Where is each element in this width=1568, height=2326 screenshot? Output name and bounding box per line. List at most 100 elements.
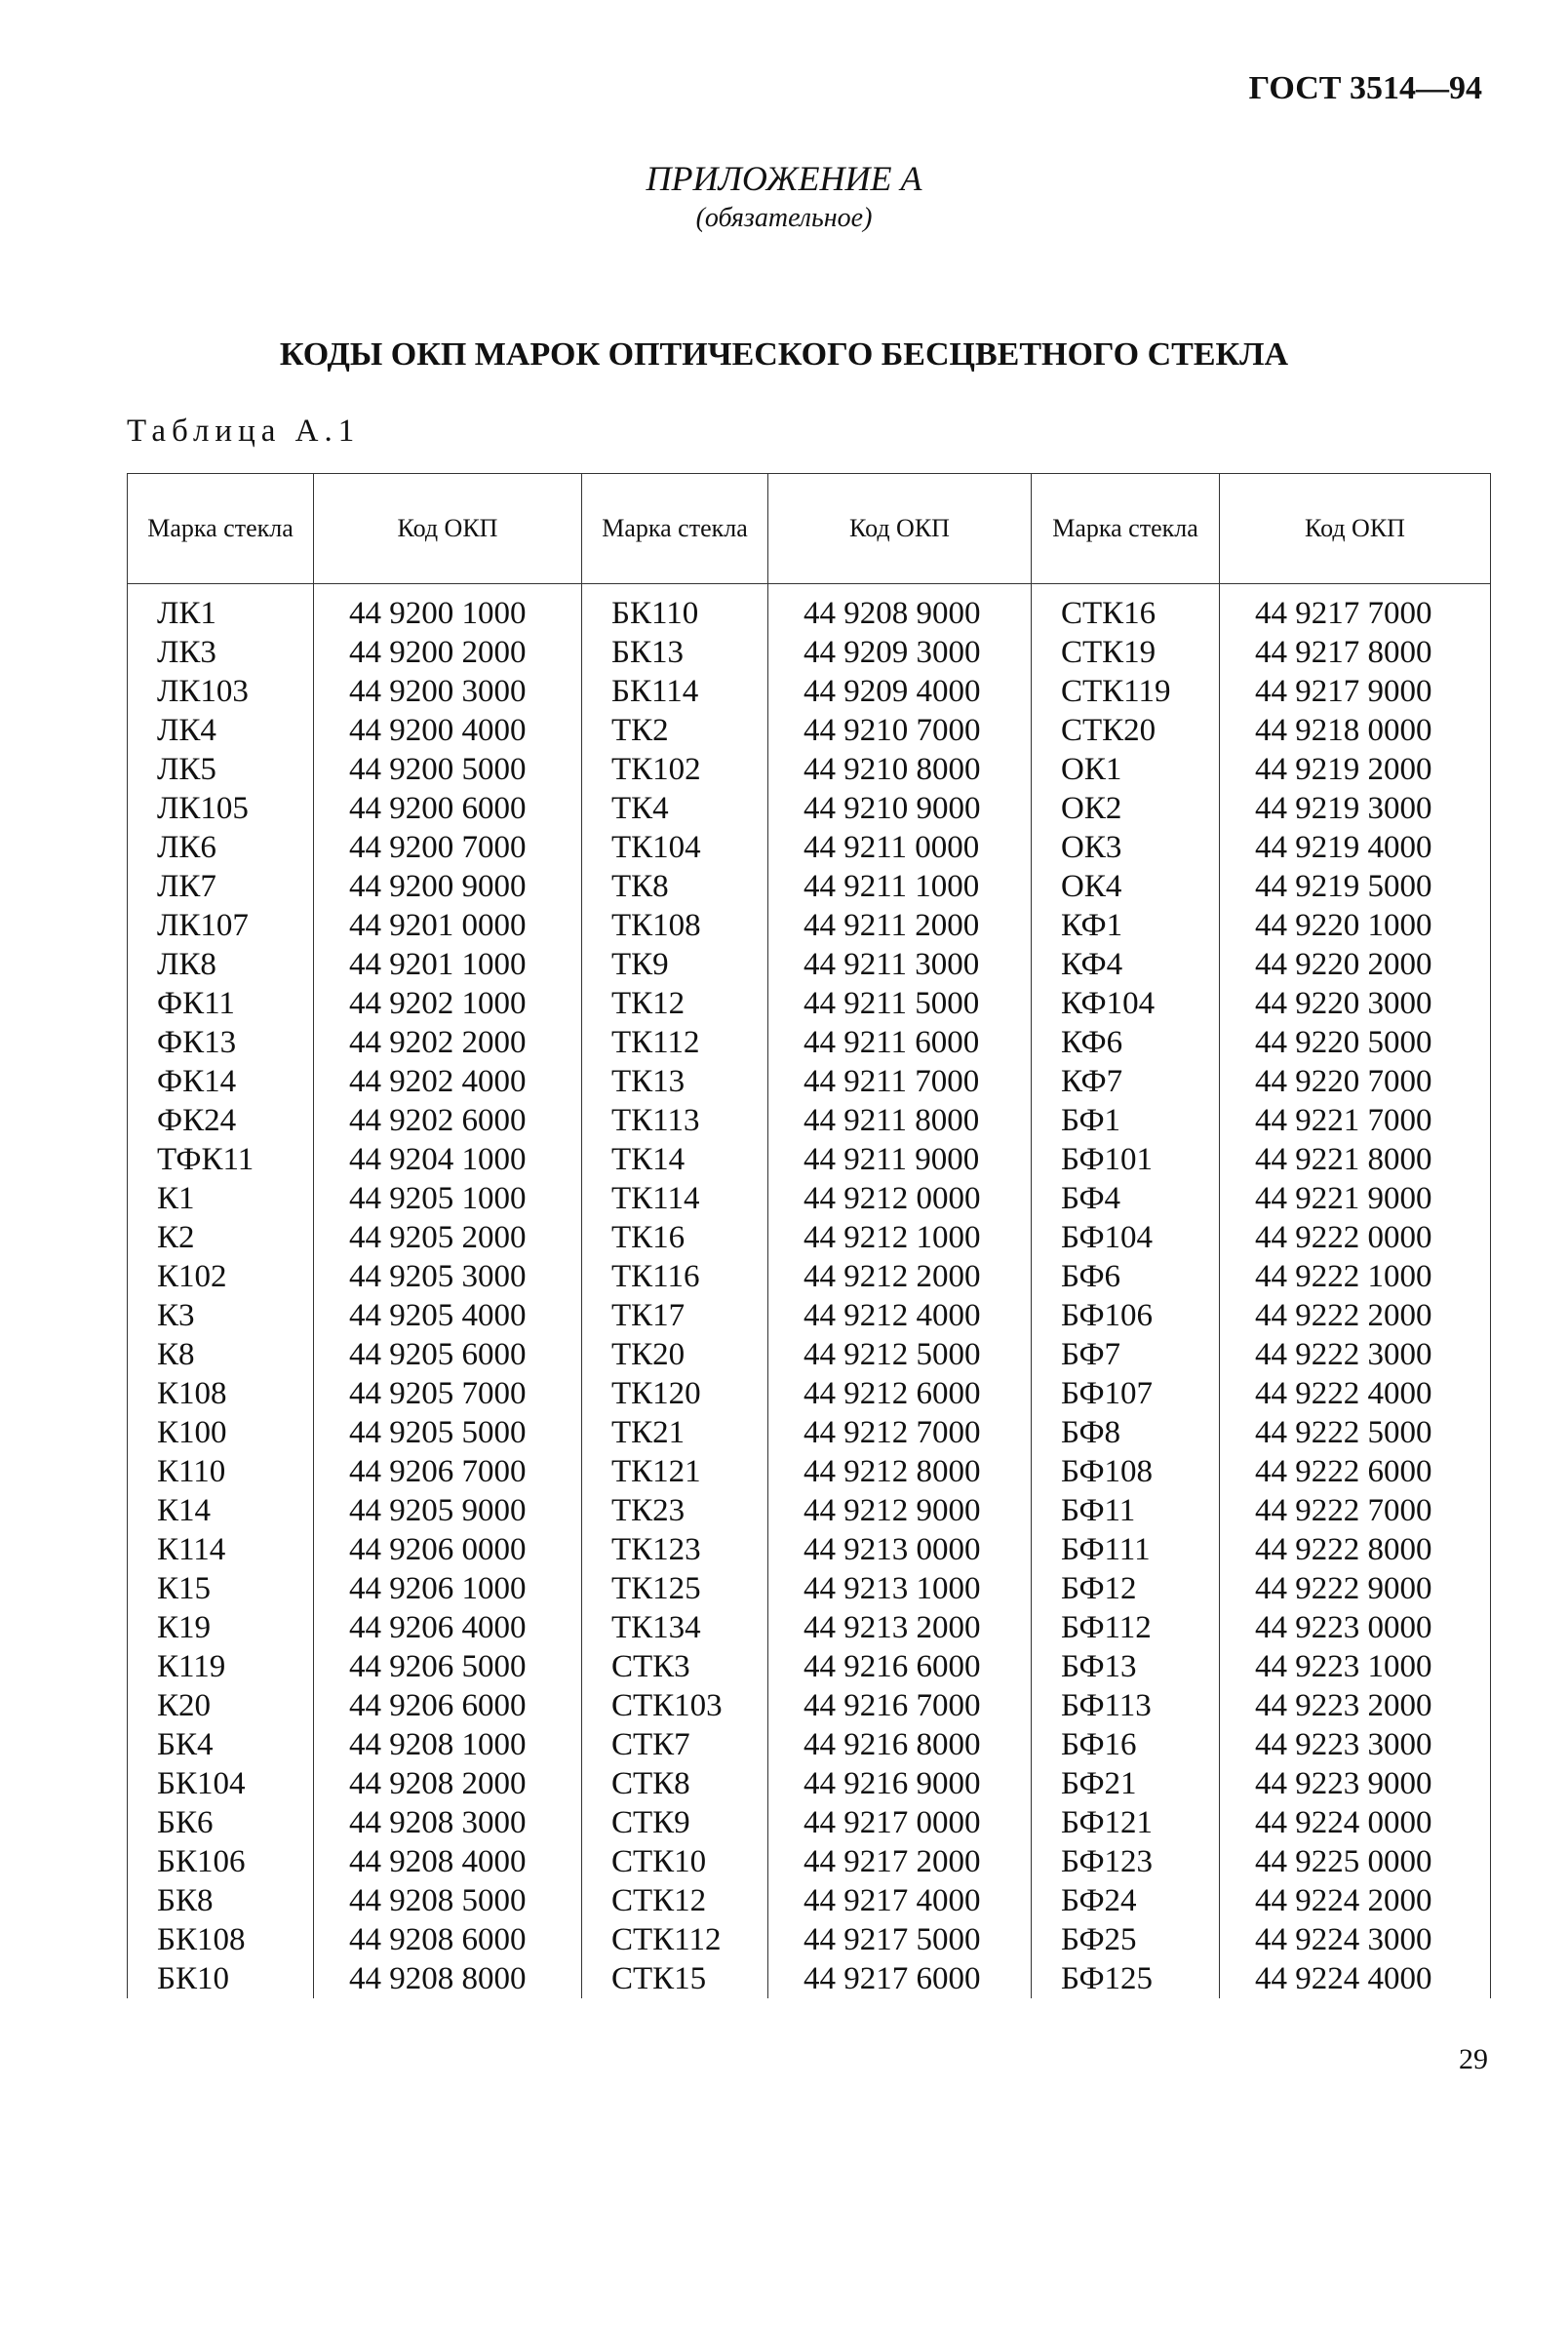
okp-code: 44 9217 5000	[767, 1920, 1032, 1959]
glass-grade: ЛК5	[127, 750, 314, 789]
table-row: БК8 44 9208 5000 СТК12 44 9217 4000 БФ24 44 9…	[127, 1881, 1491, 1920]
glass-grade: СТК112	[581, 1920, 768, 1959]
okp-code: 44 9206 1000	[313, 1569, 582, 1608]
glass-grade: КФ6	[1031, 1023, 1220, 1062]
table-row: ЛК3 44 9200 2000 БК13 44 9209 3000 СТК19 44 9…	[127, 633, 1491, 672]
glass-grade: К19	[127, 1608, 314, 1647]
okp-code: 44 9205 7000	[313, 1374, 582, 1413]
okp-code: 44 9205 3000	[313, 1257, 582, 1296]
glass-grade: БФ101	[1031, 1140, 1220, 1179]
glass-grade: ТК116	[581, 1257, 768, 1296]
glass-grade: ТК9	[581, 945, 768, 984]
table-row: К8 44 9205 6000 ТК20 44 9212 5000 БФ7 44 9222…	[127, 1335, 1491, 1374]
okp-code: 44 9222 7000	[1219, 1491, 1491, 1530]
table-row: ЛК5 44 9200 5000 ТК102 44 9210 8000 ОК1 44 92…	[127, 750, 1491, 789]
okp-code: 44 9205 1000	[313, 1179, 582, 1218]
okp-code: 44 9208 9000	[767, 583, 1032, 633]
table-row: ФК24 44 9202 6000 ТК113 44 9211 8000 БФ1 44 9…	[127, 1101, 1491, 1140]
table-row: К110 44 9206 7000 ТК121 44 9212 8000 БФ108 44…	[127, 1452, 1491, 1491]
okp-code: 44 9212 0000	[767, 1179, 1032, 1218]
table-row: К3 44 9205 4000 ТК17 44 9212 4000 БФ106 44 92…	[127, 1296, 1491, 1335]
glass-grade: БК106	[127, 1842, 314, 1881]
glass-grade: ТК2	[581, 711, 768, 750]
glass-grade: СТК12	[581, 1881, 768, 1920]
glass-grade: ЛК105	[127, 789, 314, 828]
glass-grade: К15	[127, 1569, 314, 1608]
glass-grade: БК8	[127, 1881, 314, 1920]
glass-grade: К108	[127, 1374, 314, 1413]
glass-grade: СТК16	[1031, 583, 1220, 633]
glass-grade: ТК23	[581, 1491, 768, 1530]
okp-code: 44 9205 4000	[313, 1296, 582, 1335]
okp-code: 44 9211 9000	[767, 1140, 1032, 1179]
okp-code: 44 9211 2000	[767, 906, 1032, 945]
glass-grade: БК108	[127, 1920, 314, 1959]
okp-code: 44 9223 1000	[1219, 1647, 1491, 1686]
okp-code: 44 9211 8000	[767, 1101, 1032, 1140]
okp-code: 44 9221 8000	[1219, 1140, 1491, 1179]
table-row: К102 44 9205 3000 ТК116 44 9212 2000 БФ6 44 9…	[127, 1257, 1491, 1296]
glass-grade: СТК3	[581, 1647, 768, 1686]
okp-code: 44 9208 5000	[313, 1881, 582, 1920]
okp-code: 44 9200 4000	[313, 711, 582, 750]
table-row: К20 44 9206 6000 СТК103 44 9216 7000 БФ113 44…	[127, 1686, 1491, 1725]
column-header: Марка стекла	[1031, 473, 1220, 584]
column-header: Код ОКП	[767, 473, 1032, 584]
okp-code: 44 9221 9000	[1219, 1179, 1491, 1218]
okp-code: 44 9217 7000	[1219, 583, 1491, 633]
okp-code: 44 9212 6000	[767, 1374, 1032, 1413]
glass-grade: БК110	[581, 583, 768, 633]
glass-grade: БФ12	[1031, 1569, 1220, 1608]
okp-code: 44 9208 6000	[313, 1920, 582, 1959]
glass-grade: К20	[127, 1686, 314, 1725]
okp-code: 44 9222 2000	[1219, 1296, 1491, 1335]
column-header: Марка стекла	[127, 473, 314, 584]
okp-code: 44 9206 7000	[313, 1452, 582, 1491]
okp-code: 44 9211 7000	[767, 1062, 1032, 1101]
okp-code: 44 9206 0000	[313, 1530, 582, 1569]
glass-grade: БФ1	[1031, 1101, 1220, 1140]
table-row: ЛК107 44 9201 0000 ТК108 44 9211 2000 КФ1 44 …	[127, 906, 1491, 945]
okp-code: 44 9222 4000	[1219, 1374, 1491, 1413]
glass-grade: БК4	[127, 1725, 314, 1764]
table-row: БК106 44 9208 4000 СТК10 44 9217 2000 БФ123 4…	[127, 1842, 1491, 1881]
glass-grade: СТК7	[581, 1725, 768, 1764]
okp-code: 44 9210 8000	[767, 750, 1032, 789]
okp-code: 44 9224 4000	[1219, 1959, 1491, 1998]
glass-grade: БК6	[127, 1803, 314, 1842]
glass-grade: ОК3	[1031, 828, 1220, 867]
glass-grade: ФК14	[127, 1062, 314, 1101]
column-header: Марка стекла	[581, 473, 768, 584]
column-header: Код ОКП	[313, 473, 582, 584]
okp-code: 44 9201 1000	[313, 945, 582, 984]
glass-grade: КФ1	[1031, 906, 1220, 945]
okp-code: 44 9210 7000	[767, 711, 1032, 750]
glass-grade: ТК13	[581, 1062, 768, 1101]
glass-grade: СТК103	[581, 1686, 768, 1725]
glass-grade: БФ8	[1031, 1413, 1220, 1452]
okp-code: 44 9205 2000	[313, 1218, 582, 1257]
glass-grade: ОК1	[1031, 750, 1220, 789]
okp-code: 44 9210 9000	[767, 789, 1032, 828]
header-row: Марка стекла Код ОКП Марка стекла Код ОКП Ма…	[127, 473, 1491, 584]
okp-code: 44 9211 0000	[767, 828, 1032, 867]
glass-grade: БФ104	[1031, 1218, 1220, 1257]
glass-grade: К102	[127, 1257, 314, 1296]
glass-grade: ТК123	[581, 1530, 768, 1569]
glass-grade: БФ106	[1031, 1296, 1220, 1335]
okp-code: 44 9202 1000	[313, 984, 582, 1023]
table-row: К19 44 9206 4000 ТК134 44 9213 2000 БФ112 44 …	[127, 1608, 1491, 1647]
glass-grade: ОК4	[1031, 867, 1220, 906]
okp-code: 44 9211 3000	[767, 945, 1032, 984]
glass-grade: ЛК1	[127, 583, 314, 633]
glass-grade: К110	[127, 1452, 314, 1491]
glass-grade: БФ125	[1031, 1959, 1220, 1998]
okp-code: 44 9222 5000	[1219, 1413, 1491, 1452]
glass-grade: ТК104	[581, 828, 768, 867]
table-row: ЛК8 44 9201 1000 ТК9 44 9211 3000 КФ4 44 9220…	[127, 945, 1491, 984]
standard-number: ГОСТ 3514—94	[1248, 70, 1482, 106]
glass-grade: БФ13	[1031, 1647, 1220, 1686]
okp-code: 44 9200 3000	[313, 672, 582, 711]
glass-grade: СТК20	[1031, 711, 1220, 750]
glass-grade: ТК12	[581, 984, 768, 1023]
